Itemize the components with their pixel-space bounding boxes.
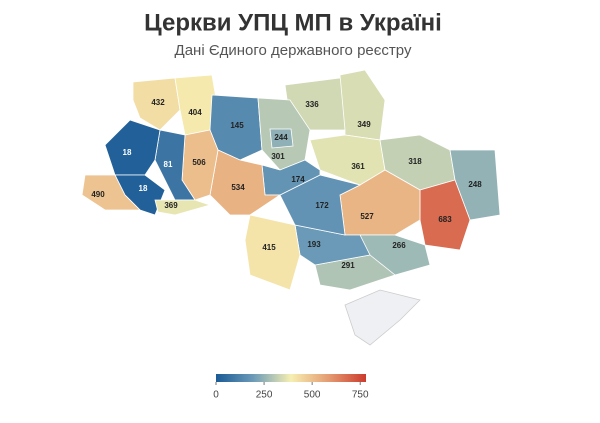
region-value-label: 490 — [91, 190, 105, 199]
map-subtitle: Дані Єдиного державного реєстру — [175, 42, 412, 59]
region-value-label: 318 — [408, 157, 422, 166]
region — [269, 128, 294, 149]
region-value-label: 404 — [188, 108, 202, 117]
region — [209, 149, 282, 216]
region-value-label: 174 — [291, 175, 305, 184]
region-value-label: 369 — [164, 201, 178, 210]
region-value-label: 336 — [305, 100, 319, 109]
region-value-label: 266 — [392, 241, 406, 250]
region-value-label: 244 — [274, 133, 288, 142]
region-value-label: 18 — [123, 148, 132, 157]
crimea — [344, 289, 421, 346]
region-value-label: 527 — [360, 212, 374, 221]
color-bar-tick-label: 0 — [213, 390, 219, 401]
region — [154, 199, 212, 216]
region — [104, 119, 161, 176]
region-value-label: 18 — [139, 184, 148, 193]
region-value-label: 432 — [151, 98, 165, 107]
region-value-label: 534 — [231, 183, 245, 192]
region — [449, 149, 501, 221]
color-bar-tick-label: 750 — [352, 390, 369, 401]
region-value-label: 349 — [357, 120, 371, 129]
map-title: Церкви УПЦ МП в Україні — [144, 9, 442, 36]
region-value-label: 193 — [307, 240, 321, 249]
region — [81, 174, 141, 211]
region-value-label: 172 — [315, 201, 329, 210]
region-value-label: 506 — [192, 158, 206, 167]
color-bar — [216, 374, 366, 382]
region-value-label: 81 — [164, 160, 173, 169]
region-value-label: 683 — [438, 215, 452, 224]
region — [339, 69, 386, 141]
color-bar-tick-label: 250 — [256, 390, 273, 401]
region-value-label: 291 — [341, 261, 355, 270]
region-value-label: 415 — [262, 243, 276, 252]
region-value-label: 248 — [468, 180, 482, 189]
region-value-label: 145 — [230, 121, 244, 130]
region-value-label: 301 — [271, 152, 285, 161]
color-bar-tick-label: 500 — [304, 390, 321, 401]
region-value-label: 361 — [351, 162, 365, 171]
region — [244, 214, 301, 291]
